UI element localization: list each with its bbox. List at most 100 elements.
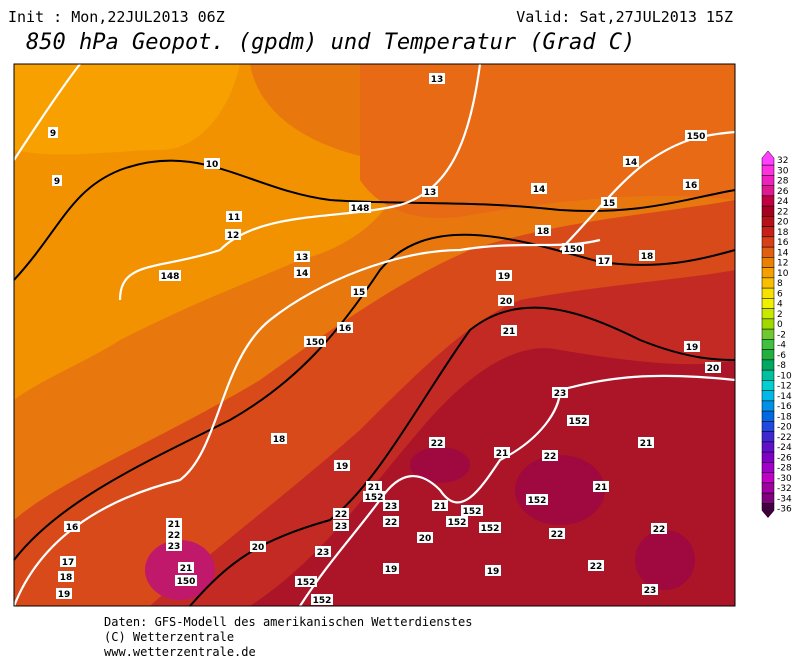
contour-label: 22 <box>385 518 398 528</box>
contour-label-box <box>52 175 62 186</box>
contour-label: 18 <box>641 252 654 262</box>
legend-label: -10 <box>777 371 792 381</box>
contour-label-box <box>705 362 721 373</box>
valid-time: Valid: Sat,27JUL2013 15Z <box>516 8 733 26</box>
contour-label: 22 <box>335 510 348 520</box>
legend-swatch <box>761 421 775 432</box>
legend-swatch <box>761 236 775 248</box>
legend-label: -20 <box>777 423 792 433</box>
legend-label: -2 <box>777 330 786 340</box>
legend-swatch <box>761 462 775 473</box>
legend-label: 6 <box>777 289 783 299</box>
legend-swatch <box>761 410 775 422</box>
footer-source: Daten: GFS-Modell des amerikanischen Wet… <box>104 615 472 629</box>
contour-label: 19 <box>385 565 398 575</box>
legend-swatch <box>761 267 775 279</box>
contour-label-box <box>351 286 367 297</box>
contour-label-box <box>315 546 331 557</box>
contour-label-box <box>178 562 194 573</box>
legend-swatch <box>761 503 775 519</box>
contour-label-box <box>366 481 382 492</box>
legend-label: -32 <box>777 484 792 494</box>
legend-swatch <box>761 349 775 361</box>
legend-label: 14 <box>777 248 789 258</box>
contour-label-box <box>542 450 558 461</box>
legend-label: -8 <box>777 361 786 371</box>
contour-label-box <box>651 523 667 534</box>
contour-label: 20 <box>419 534 432 544</box>
contour-label: 152 <box>528 496 547 506</box>
legend-swatch <box>761 339 775 350</box>
legend-swatch <box>761 369 775 381</box>
legend-label: 22 <box>777 207 788 217</box>
legend-swatch <box>761 205 775 217</box>
contour-label: 22 <box>551 530 564 540</box>
footer-url: www.wetterzentrale.de <box>104 645 256 659</box>
contour-label-box <box>596 255 612 266</box>
contour-label-box <box>593 481 609 492</box>
contour-label-box <box>429 73 445 84</box>
contour-label: 152 <box>297 578 316 588</box>
legend-label: -12 <box>777 382 792 392</box>
contour-label: 150 <box>177 577 196 587</box>
legend-swatch <box>761 185 775 197</box>
contour-label-box <box>294 251 310 262</box>
legend-label: 4 <box>777 300 783 310</box>
contour-label-box <box>304 336 326 347</box>
contour-label: 16 <box>685 181 698 191</box>
contour-label-box <box>363 491 385 502</box>
contour-label: 152 <box>448 518 467 528</box>
warm-field <box>14 64 240 155</box>
legend-swatch <box>761 400 775 412</box>
contour-label: 150 <box>564 245 583 255</box>
contour-label: 21 <box>595 483 608 493</box>
contour-label: 152 <box>463 507 482 517</box>
contour-label-box <box>535 225 551 236</box>
contour-label: 11 <box>228 213 241 223</box>
contour-label: 23 <box>385 502 398 512</box>
legend-swatch <box>761 246 775 258</box>
legend-swatch <box>761 216 775 227</box>
contour-label: 19 <box>336 462 349 472</box>
contour-label: 19 <box>498 272 511 282</box>
contour-label-box <box>337 322 353 333</box>
contour-label-box <box>639 250 655 261</box>
contour-label: 13 <box>424 188 437 198</box>
legend-swatch <box>761 492 775 504</box>
init-time: Init : Mon,22JUL2013 06Z <box>8 8 225 26</box>
contour-label-box <box>422 186 438 197</box>
contour-label: 13 <box>296 253 309 263</box>
legend-swatch <box>761 390 775 402</box>
contour-label-box <box>250 541 266 552</box>
contour-label-box <box>526 494 548 505</box>
contour-label-box <box>432 500 448 511</box>
contour-label: 148 <box>351 204 370 214</box>
contour-label: 16 <box>66 523 79 533</box>
hot-field <box>250 348 735 606</box>
contour-label-box <box>349 202 371 213</box>
legend-swatch <box>761 287 775 299</box>
contour-label-box <box>461 505 483 516</box>
contour-label: 148 <box>161 272 180 282</box>
map-area <box>12 63 736 607</box>
contour-label: 23 <box>317 548 330 558</box>
contour-label: 21 <box>640 439 653 449</box>
contour-label-box <box>623 156 639 167</box>
legend-swatch <box>761 150 775 166</box>
contour-label: 22 <box>168 531 181 541</box>
contour-label: 14 <box>296 269 309 279</box>
contour-label: 9 <box>54 177 60 187</box>
legend-label: -36 <box>777 505 792 515</box>
legend-swatch <box>761 431 775 443</box>
contour-label-box <box>60 556 76 567</box>
contour-label: 21 <box>180 564 193 574</box>
legend-label: 18 <box>777 228 789 238</box>
legend-label: -16 <box>777 402 792 412</box>
contour-label-box <box>446 516 468 527</box>
contour-label-box <box>494 447 510 458</box>
contour-label: 150 <box>687 132 706 142</box>
legend-swatch <box>761 277 775 289</box>
legend-swatch <box>761 328 775 340</box>
contour-label: 18 <box>60 573 73 583</box>
